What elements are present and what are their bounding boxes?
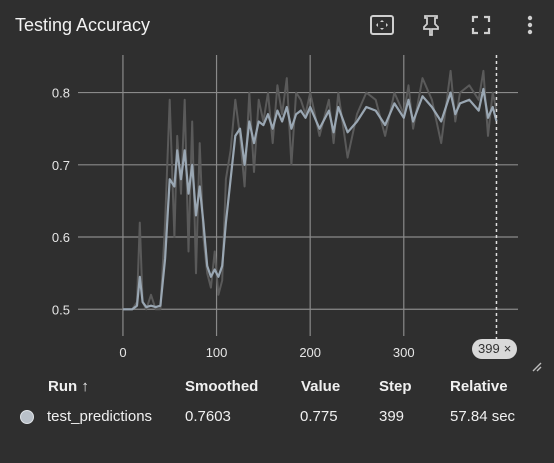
- card-title: Testing Accuracy: [15, 15, 151, 35]
- x-tick-label: 300: [393, 345, 415, 360]
- y-tick-label: 0.6: [52, 230, 70, 245]
- run-color-dot: [20, 410, 34, 424]
- x-axis: 0 100 200 300: [119, 345, 414, 360]
- fullscreen-icon[interactable]: [468, 12, 494, 38]
- close-icon[interactable]: ×: [503, 341, 512, 356]
- column-header-smoothed: Smoothed: [185, 378, 259, 395]
- column-header-run[interactable]: Run ↑: [48, 378, 89, 395]
- x-tick-label: 100: [206, 345, 228, 360]
- step-value: 399: [379, 408, 405, 425]
- step-chip[interactable]: 399 ×: [472, 339, 518, 359]
- series-raw-line: [122, 69, 498, 311]
- x-tick-label: 0: [119, 345, 126, 360]
- y-tick-label: 0.7: [52, 158, 70, 173]
- fit-domain-icon[interactable]: [369, 12, 395, 38]
- pin-icon[interactable]: [418, 12, 444, 38]
- y-tick-label: 0.5: [52, 302, 70, 317]
- series-smoothed-line: [122, 87, 498, 311]
- run-name: test_predictions: [47, 408, 153, 425]
- smoothed-value: 0.7603: [185, 408, 231, 425]
- column-header-step: Step: [379, 378, 412, 395]
- more-vert-icon[interactable]: [517, 12, 543, 38]
- resize-handle-icon[interactable]: [530, 360, 542, 372]
- column-header-value: Value: [301, 378, 341, 395]
- line-chart[interactable]: 0.5 0.6 0.7 0.8 0 100 200 300: [0, 50, 554, 370]
- relative-time: 57.84 sec: [450, 408, 516, 425]
- raw-value: 0.775: [300, 408, 338, 425]
- step-chip-label: 399: [478, 341, 500, 356]
- y-tick-label: 0.8: [52, 86, 70, 101]
- y-axis: 0.5 0.6 0.7 0.8: [52, 86, 70, 318]
- card-header: Testing Accuracy: [0, 0, 554, 50]
- x-tick-label: 200: [299, 345, 321, 360]
- column-header-relative: Relative: [450, 378, 508, 395]
- grid: [78, 55, 518, 336]
